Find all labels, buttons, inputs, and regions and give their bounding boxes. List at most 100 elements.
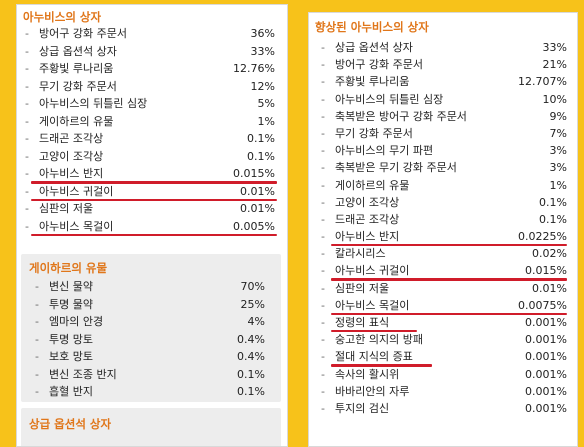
right-panel-title: 향상된 아누비스의 상자: [315, 20, 429, 34]
item-name: 정령의 표식: [335, 316, 390, 329]
bullet-dash: -: [321, 384, 325, 398]
bullet-dash: -: [25, 114, 29, 128]
bullet-dash: -: [321, 109, 325, 123]
list-item: - 방어구 강화 주문서 36%: [25, 25, 279, 43]
list-item: - 주황빛 루나리움 12.76%: [25, 60, 279, 78]
item-name: 아누비스 반지: [39, 167, 104, 180]
bullet-dash: -: [321, 41, 325, 54]
item-name: 아누비스 반지: [335, 230, 400, 244]
list-item: - 속사의 활시위 0.001%: [321, 366, 567, 383]
bullet-dash: -: [321, 367, 325, 381]
list-item: - 심판의 저울 0.01%: [25, 200, 279, 218]
list-item: - 바바리안의 자루 0.001%: [321, 383, 567, 400]
item-probability: 0.1%: [539, 195, 567, 209]
left-main-list: 아누비스의 상자 - 방어구 강화 주문서 36% - 상급 옵션석 상자 33% - 주황빛…: [23, 9, 279, 236]
bullet-dash: -: [321, 230, 325, 244]
bullet-dash: -: [25, 79, 29, 93]
bullet-dash: -: [25, 132, 29, 145]
item-name: 게이하르의 유물: [335, 178, 410, 192]
bullet-dash: -: [35, 332, 39, 346]
item-name: 엠마의 안경: [49, 315, 104, 328]
list-item: - 게이하르의 유물 1%: [321, 177, 567, 194]
item-probability: 0.1%: [237, 367, 265, 381]
item-name: 아누비스 귀걸이: [39, 184, 114, 198]
option-stone-box: 상급 옵션석 상자: [21, 408, 281, 446]
bullet-dash: -: [25, 62, 29, 75]
list-item: - 정령의 표식 0.001%: [321, 314, 567, 333]
item-name: 칼라시리스: [335, 247, 386, 261]
item-name: 투지의 검신: [335, 401, 390, 415]
bullet-dash: -: [321, 316, 325, 329]
list-item: - 투명 망토 0.4%: [35, 331, 265, 349]
item-probability: 0.001%: [525, 367, 567, 381]
list-item: - 흡혈 반지 0.1%: [35, 383, 265, 401]
list-item: - 투명 물약 25%: [35, 296, 265, 314]
bullet-dash: -: [321, 401, 325, 415]
item-name: 고양이 조각상: [39, 149, 104, 163]
item-probability: 4%: [247, 315, 265, 328]
item-probability: 12.707%: [518, 75, 567, 89]
bullet-dash: -: [25, 27, 29, 40]
bullet-dash: -: [321, 75, 325, 89]
bullet-dash: -: [321, 178, 325, 192]
list-item: - 투지의 검신 0.001%: [321, 400, 567, 417]
item-probability: 0.0075%: [518, 298, 567, 312]
item-probability: 21%: [542, 58, 567, 72]
item-probability: 33%: [542, 41, 567, 54]
right-panel-enhanced-anubis-box: 향상된 아누비스의 상자 - 상급 옵션석 상자 33% - 방어구 강화 주문서 21%…: [308, 12, 578, 447]
item-name: 아누비스의 무기 파편: [335, 144, 434, 158]
item-probability: 3%: [549, 144, 567, 158]
item-name: 상급 옵션석 상자: [335, 41, 413, 54]
list-item: - 칼라시리스 0.02%: [321, 245, 567, 262]
item-name: 속사의 활시위: [335, 367, 400, 381]
right-main-list: 향상된 아누비스의 상자 - 상급 옵션석 상자 33% - 방어구 강화 주문서 21%…: [315, 19, 569, 417]
item-probability: 0.001%: [525, 384, 567, 398]
bullet-dash: -: [321, 247, 325, 261]
list-item: - 축복받은 무기 강화 주문서 3%: [321, 159, 567, 176]
item-probability: 12.76%: [233, 62, 275, 75]
list-item: - 절대 지식의 증표 0.001%: [321, 348, 567, 367]
list-item: - 상급 옵션석 상자 33%: [25, 43, 279, 61]
list-item: - 아누비스의 뒤틀린 심장 5%: [25, 95, 279, 113]
item-name: 아누비스 목걸이: [335, 298, 410, 312]
item-probability: 33%: [250, 44, 275, 58]
item-probability: 0.001%: [525, 333, 567, 347]
item-name: 변신 물약: [49, 280, 93, 293]
bullet-dash: -: [35, 280, 39, 293]
list-item: - 고양이 조각상 0.1%: [321, 194, 567, 211]
bullet-dash: -: [321, 298, 325, 312]
item-name: 투명 망토: [49, 332, 93, 346]
bullet-dash: -: [25, 44, 29, 58]
item-name: 흡혈 반지: [49, 385, 93, 398]
list-item: - 엠마의 안경 4%: [35, 313, 265, 331]
bullet-dash: -: [321, 264, 325, 278]
bullet-dash: -: [321, 92, 325, 106]
item-probability: 0.001%: [525, 316, 567, 329]
bullet-dash: -: [25, 202, 29, 215]
bullet-dash: -: [321, 350, 325, 364]
bullet-dash: -: [321, 212, 325, 226]
bullet-dash: -: [35, 385, 39, 398]
list-item: - 게이하르의 유물 1%: [25, 113, 279, 131]
item-probability: 3%: [549, 161, 567, 175]
item-probability: 0.1%: [247, 132, 275, 145]
item-name: 주황빛 루나리움: [335, 75, 410, 89]
bullet-dash: -: [25, 219, 29, 233]
item-probability: 1%: [549, 178, 567, 192]
item-probability: 12%: [250, 79, 275, 93]
bullet-dash: -: [321, 161, 325, 175]
item-probability: 0.015%: [233, 167, 275, 180]
list-item: - 변신 물약 70%: [35, 278, 265, 296]
bullet-dash: -: [25, 184, 29, 198]
list-item: - 상급 옵션석 상자 33%: [321, 39, 567, 56]
item-probability: 9%: [549, 109, 567, 123]
bullet-dash: -: [321, 281, 325, 295]
item-probability: 25%: [240, 297, 265, 311]
gehari-relic-box: 게이하르의 유물 - 변신 물약 70% - 투명 물약 25% - 엠마의 안경 4% - 투명 …: [21, 254, 281, 402]
item-name: 게이하르의 유물: [39, 114, 114, 128]
list-item: - 방어구 강화 주문서 21%: [321, 56, 567, 73]
bullet-dash: -: [25, 149, 29, 163]
item-probability: 7%: [549, 126, 567, 140]
item-probability: 0.1%: [247, 149, 275, 163]
bullet-dash: -: [25, 167, 29, 180]
